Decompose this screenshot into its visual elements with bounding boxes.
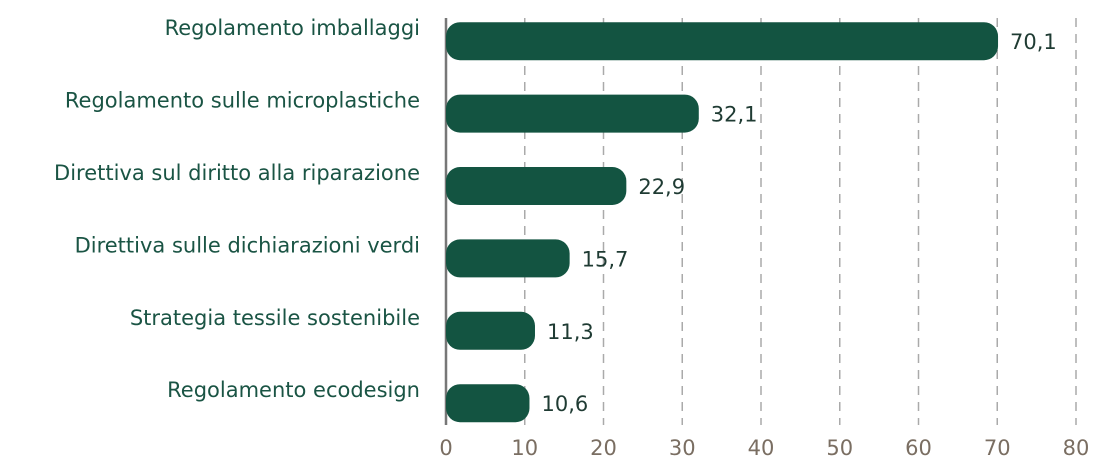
value-label: 15,7	[582, 247, 629, 271]
bar	[446, 311, 535, 350]
value-label: 70,1	[1010, 30, 1057, 54]
category-label: Regolamento ecodesign	[167, 378, 420, 402]
value-label: 10,6	[541, 392, 588, 416]
bar	[446, 167, 627, 205]
category-label: Strategia tessile sostenibile	[130, 306, 420, 330]
x-tick-label: 80	[1063, 436, 1090, 459]
x-tick-label: 30	[669, 436, 696, 459]
bar	[446, 94, 699, 133]
x-tick-label: 10	[511, 436, 538, 459]
value-label: 32,1	[711, 103, 758, 127]
x-tick-label: 70	[984, 436, 1011, 459]
category-label: Direttiva sulle dichiarazioni verdi	[75, 233, 420, 257]
x-tick-label: 0	[439, 436, 452, 459]
category-label: Regolamento sulle microplastiche	[65, 89, 420, 113]
x-tick-label: 50	[826, 436, 853, 459]
x-tick-label: 20	[590, 436, 617, 459]
bar	[446, 22, 999, 61]
category-label: Regolamento imballaggi	[165, 16, 420, 40]
value-label: 11,3	[547, 320, 594, 344]
x-tick-label: 40	[748, 436, 775, 459]
category-label: Direttiva sul diritto alla riparazione	[54, 161, 420, 185]
x-tick-label: 60	[905, 436, 932, 459]
bar	[446, 239, 570, 278]
bar	[446, 384, 530, 423]
value-label: 22,9	[638, 175, 685, 199]
